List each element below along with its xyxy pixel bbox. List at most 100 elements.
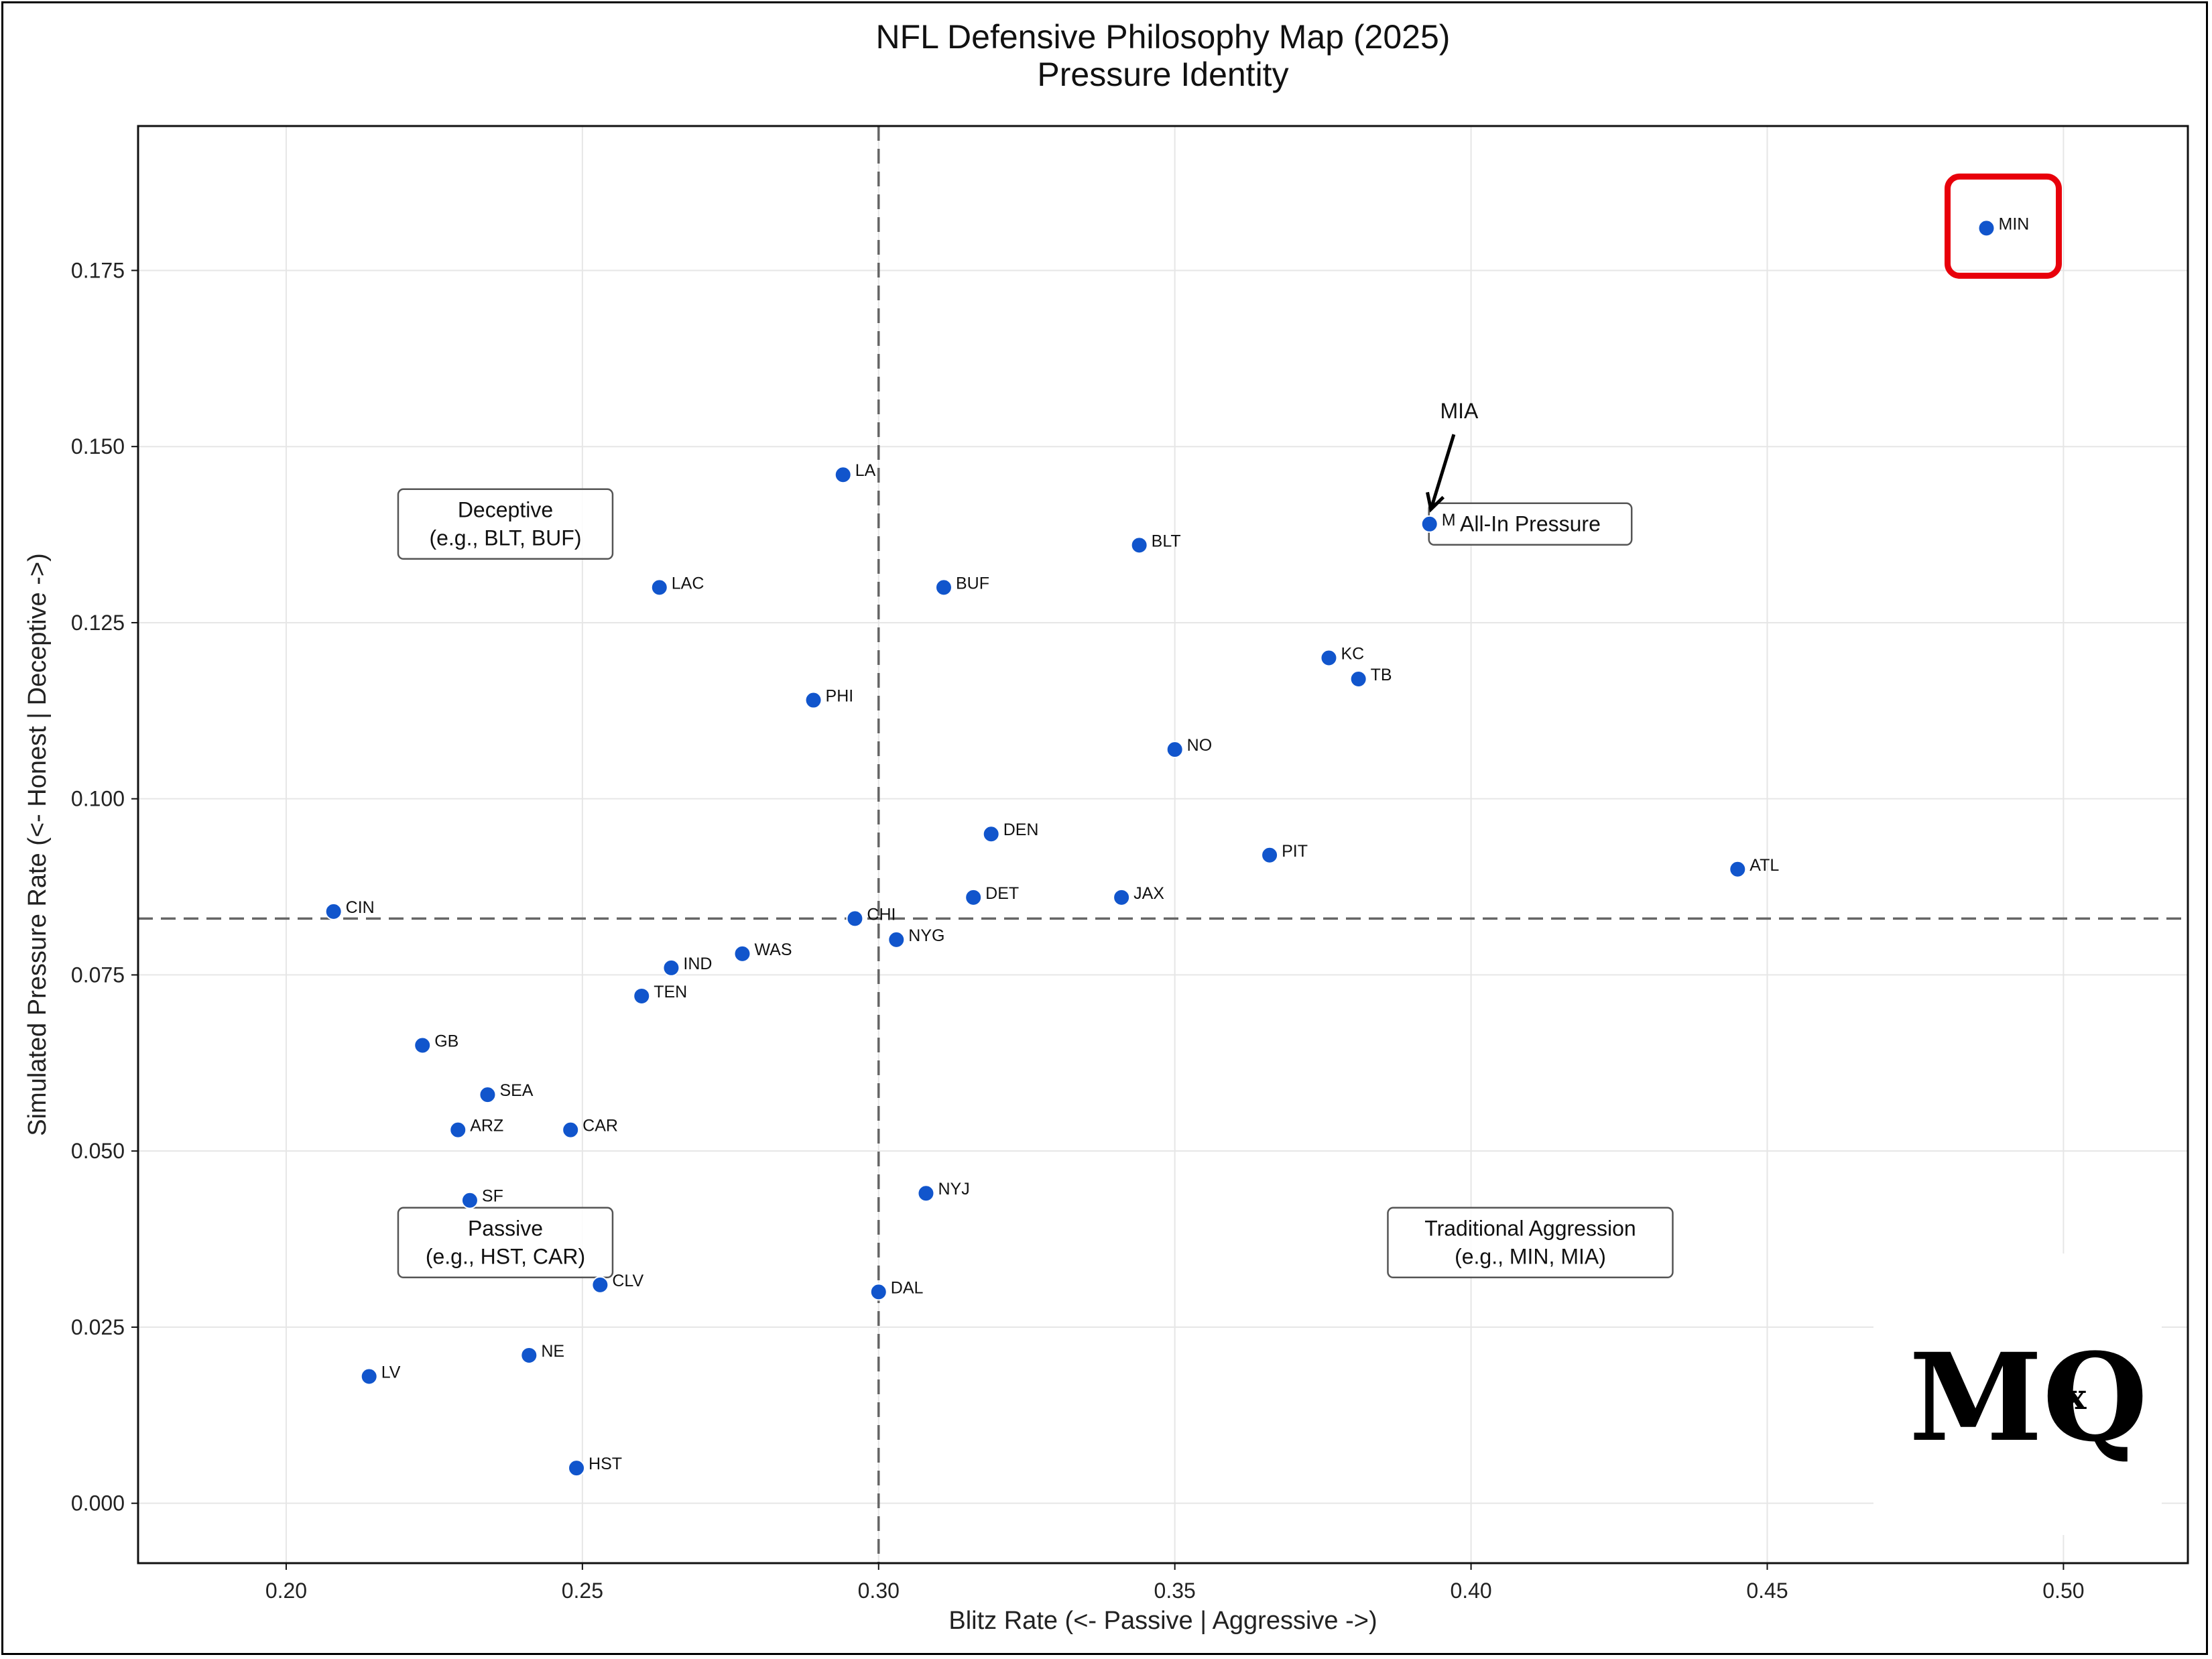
point-det: DET [965,884,1019,906]
logo-text: MQ [1909,1327,2148,1469]
point-label: NYG [908,926,944,945]
point-marker [633,987,651,1005]
x-tick-label: 0.20 [265,1579,307,1603]
point-marker [887,930,906,948]
point-label: LAC [672,574,704,593]
annotation-line: (e.g., MIN, MIA) [1455,1244,1606,1268]
x-axis-ticks: 0.20 0.25 0.30 0.35 0.40 0.45 0.50 [265,1563,2085,1603]
point-buf: BUF [934,574,989,597]
point-dal: DAL [869,1278,924,1301]
x-axis-label: Blitz Rate (<- Passive | Aggressive ->) [948,1607,1377,1635]
point-arz: ARZ [449,1117,503,1139]
point-label: NO [1187,736,1213,755]
highlight-box-min [1945,173,2063,279]
point-label: CLV [612,1272,643,1290]
point-marker [982,825,1000,843]
annotation-all-in: All-In Pressure [1428,502,1633,546]
point-marker [520,1346,538,1364]
point-label: BLT [1152,532,1181,550]
annotation-line: Passive [468,1216,543,1240]
point-marker [650,578,668,597]
annotation-deceptive: Deceptive (e.g., BLT, BUF) [397,488,614,560]
point-marker [804,691,822,709]
point-marker [869,1283,887,1301]
point-jax: JAX [1113,884,1164,906]
point-label: LA [855,461,876,480]
point-min: MIN [1977,214,2029,237]
point-marker [562,1121,580,1139]
point-label: NYJ [938,1180,969,1199]
point-marker [1349,670,1367,688]
point-blt: BLT [1130,532,1181,554]
point-label: NE [541,1342,564,1361]
x-tick-label: 0.35 [1154,1579,1196,1603]
point-ind: IND [662,955,712,977]
y-axis-ticks: 0.000 0.025 0.050 0.075 0.100 0.125 0.150 0.175 [71,258,138,1516]
y-tick-label: 0.150 [71,434,125,458]
point-ne: NE [520,1342,564,1364]
x-tick-label: 0.30 [858,1579,900,1603]
point-marker [460,1191,479,1209]
reference-lines [138,126,2188,1563]
quadrant-annotations: Deceptive (e.g., BLT, BUF) All-In Pressure… [397,488,1674,1279]
logo-x-mark: x [2065,1377,2087,1418]
annotation-box [1387,1207,1674,1279]
point-sf: SF [460,1187,503,1209]
point-label: HST [589,1455,622,1473]
arrow-annotation-text: MIA [1440,399,1479,423]
annotation-line: (e.g., HST, CAR) [426,1244,585,1268]
point-atl: ATL [1729,856,1779,878]
grid [138,126,2188,1563]
point-label: TB [1371,666,1392,684]
point-la: LA [834,461,876,484]
point-no: NO [1166,736,1213,759]
point-marker [1420,515,1438,533]
point-cin: CIN [324,898,375,920]
plot-area-border [137,125,2189,1564]
point-label: KC [1341,644,1364,663]
point-lv: LV [360,1363,401,1386]
point-sea: SEA [479,1081,534,1104]
point-marker [479,1086,497,1104]
point-marker [568,1459,586,1477]
point-label: JAX [1133,884,1164,903]
annotation-line: Traditional Aggression [1424,1216,1636,1240]
point-marker [1977,219,1995,237]
point-label: TEN [654,983,687,1001]
point-tb: TB [1349,666,1392,688]
point-label: IND [683,955,712,973]
point-marker [965,888,983,906]
x-tick-label: 0.50 [2042,1579,2084,1603]
annotation-traditional: Traditional Aggression (e.g., MIN, MIA) [1387,1207,1674,1279]
y-tick-label: 0.100 [71,787,125,811]
y-axis-label: Simulated Pressure Rate (<- Honest | Dec… [23,553,52,1135]
point-marker [1166,741,1184,759]
point-marker [414,1036,432,1054]
point-marker [733,944,751,963]
point-was: WAS [733,940,792,963]
point-marker [934,578,953,597]
point-ten: TEN [633,983,687,1005]
y-tick-label: 0.075 [71,963,125,987]
logo-backdrop [1873,1253,2162,1535]
point-label: LV [381,1363,401,1381]
highlight [1945,173,2063,279]
point-label: SEA [499,1081,533,1100]
point-clv: CLV [591,1272,643,1294]
point-label: DAL [891,1278,924,1297]
point-label: DET [985,884,1019,903]
annotation-line: (e.g., BLT, BUF) [429,526,581,550]
point-nyj: NYJ [917,1180,970,1203]
y-tick-label: 0.125 [71,611,125,635]
point-pit: PIT [1261,842,1308,864]
point-label: GB [434,1032,458,1051]
annotation-line: Deceptive [458,497,553,521]
annotation-box [397,488,614,560]
point-label: WAS [754,940,792,959]
point-marker [449,1121,467,1139]
point-hst: HST [568,1455,622,1477]
point-kc: KC [1320,644,1364,667]
y-tick-label: 0.025 [71,1315,125,1339]
